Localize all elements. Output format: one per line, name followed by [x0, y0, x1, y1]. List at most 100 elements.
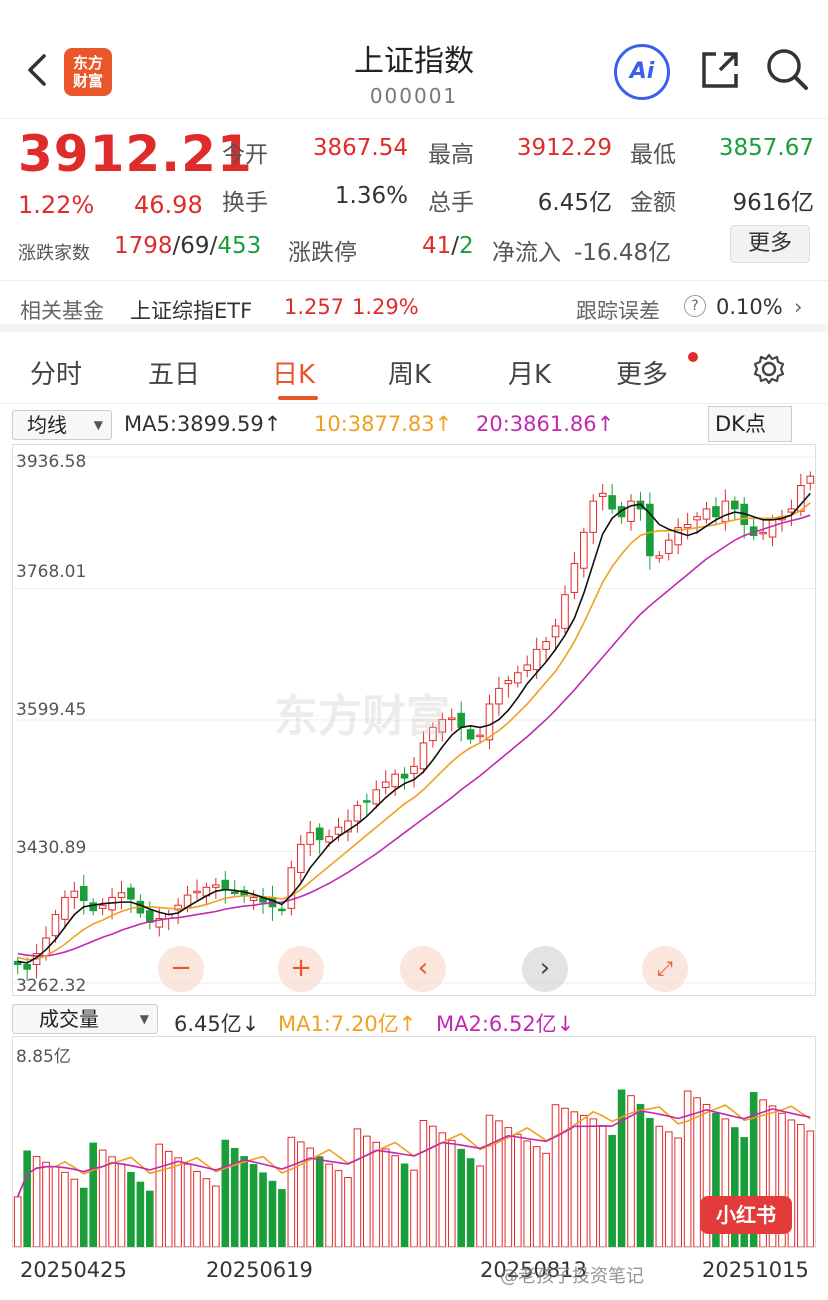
candle-body: [806, 475, 815, 484]
help-icon[interactable]: ?: [684, 295, 706, 317]
volume-bar: [221, 1139, 230, 1247]
volume-bar: [457, 1148, 465, 1247]
candle-body: [391, 773, 399, 788]
volume-bar: [89, 1142, 98, 1247]
tab-five-day[interactable]: 五日: [148, 360, 201, 390]
volume-bar: [117, 1163, 126, 1247]
ma20-value: 20:3861.86↑: [476, 412, 615, 436]
candle-body: [646, 503, 654, 557]
candle-body: [61, 896, 69, 920]
date-label-4: 20251015: [702, 1258, 809, 1282]
date-label-1: 20250425: [20, 1258, 127, 1282]
volume-bar: [344, 1177, 352, 1247]
period-tabs: 分时 五日 日K 周K 月K 更多: [0, 340, 828, 404]
tab-weekly-k[interactable]: 周K: [388, 360, 432, 390]
volume-bar: [183, 1163, 192, 1247]
candlestick-chart[interactable]: [12, 444, 816, 996]
candle-body: [98, 904, 107, 909]
candle-body: [504, 680, 513, 685]
candle-body: [466, 729, 475, 740]
candle-body: [693, 516, 701, 521]
candle-body: [664, 539, 673, 554]
volume-bar: [164, 1150, 173, 1247]
candle-body: [683, 524, 692, 529]
scroll-left-button[interactable]: ‹: [400, 946, 446, 992]
share-icon[interactable]: [698, 48, 742, 92]
candle-body: [306, 832, 315, 845]
candle-body: [400, 773, 409, 779]
volume-bar: [363, 1135, 371, 1247]
amount-value: 9616亿: [732, 190, 814, 216]
breadth-values: 1798/69/453: [114, 233, 262, 259]
chevron-right-icon: ›: [794, 295, 803, 319]
volume-bar: [797, 1124, 805, 1247]
limit-up: 41: [422, 233, 452, 259]
volume-bar: [806, 1130, 815, 1247]
candle-body: [551, 625, 560, 638]
ma5-value: MA5:3899.59↑: [124, 412, 282, 436]
related-fund-row[interactable]: 相关基金 上证综指ETF 1.257 1.29% 跟踪误差 ? 0.10% ›: [0, 280, 828, 332]
volume-bar: [108, 1156, 116, 1247]
limit-label: 涨跌停: [288, 240, 357, 266]
volume-bar: [702, 1103, 711, 1247]
candle-body: [513, 672, 522, 684]
y-axis-tick-min: 3262.32: [16, 976, 87, 996]
date-label-2: 20250619: [206, 1258, 313, 1282]
candle-body: [372, 789, 381, 805]
volume-bar: [419, 1119, 428, 1247]
candle-body: [532, 648, 541, 671]
turnover-value: 1.36%: [334, 183, 408, 209]
tracking-error-value: 0.10%: [716, 295, 783, 319]
volume-chart[interactable]: [12, 1036, 816, 1248]
open-value: 3867.54: [312, 135, 408, 161]
ma-select[interactable]: 均线 ▼: [12, 410, 112, 440]
candle-body: [457, 712, 465, 728]
fullscreen-icon[interactable]: ⤢: [642, 946, 688, 992]
candle-body: [523, 664, 532, 671]
back-arrow-icon[interactable]: [22, 50, 52, 90]
tab-more[interactable]: 更多: [616, 360, 669, 390]
more-button[interactable]: 更多: [730, 225, 810, 263]
candle-body: [117, 892, 126, 898]
netflow-label: 净流入: [492, 240, 561, 266]
volume-bar: [174, 1157, 182, 1247]
candle-body: [580, 531, 588, 569]
volume-bar: [655, 1125, 664, 1247]
scroll-right-button[interactable]: ›: [522, 946, 568, 992]
volume-bar: [627, 1095, 635, 1247]
volume-value: 6.45亿: [537, 190, 612, 216]
breadth-label: 涨跌家数: [18, 243, 90, 264]
volume-bar: [193, 1170, 201, 1247]
zoom-out-button[interactable]: −: [158, 946, 204, 992]
volume-select[interactable]: 成交量 ▼: [12, 1004, 158, 1034]
search-icon[interactable]: [764, 46, 810, 92]
ma10-value: 10:3877.83↑: [314, 412, 453, 436]
y-axis-tick-4: 3430.89: [16, 838, 87, 858]
change-percent: 1.22%: [18, 191, 95, 219]
zoom-in-button[interactable]: +: [278, 946, 324, 992]
footer-watermark: @老孩子投资笔记: [500, 1266, 644, 1287]
dk-point-button[interactable]: DK点: [708, 406, 792, 442]
volume-svg: [13, 1089, 815, 1247]
app-logo: 东方 财富: [64, 48, 112, 96]
tab-intraday[interactable]: 分时: [30, 360, 83, 390]
tab-monthly-k[interactable]: 月K: [508, 360, 552, 390]
candle-body: [655, 555, 664, 559]
candle-body: [353, 804, 362, 822]
candle-body: [51, 914, 60, 937]
candle-body: [230, 891, 239, 894]
ai-assistant-button[interactable]: Ai: [614, 44, 670, 100]
ma5-line: [17, 492, 811, 964]
y-axis-tick-max: 3936.58: [16, 452, 87, 472]
high-value: 3912.29: [516, 135, 612, 161]
candle-body: [627, 500, 635, 522]
gear-icon[interactable]: [752, 352, 786, 386]
volume-bar: [70, 1178, 79, 1247]
tab-daily-k[interactable]: 日K: [272, 360, 316, 390]
volume-bar: [98, 1149, 107, 1247]
volume-label: 总手: [428, 190, 474, 216]
candle-body: [315, 827, 324, 841]
volume-bar: [315, 1156, 324, 1247]
volume-bar: [296, 1141, 305, 1247]
volume-bar: [532, 1146, 541, 1247]
